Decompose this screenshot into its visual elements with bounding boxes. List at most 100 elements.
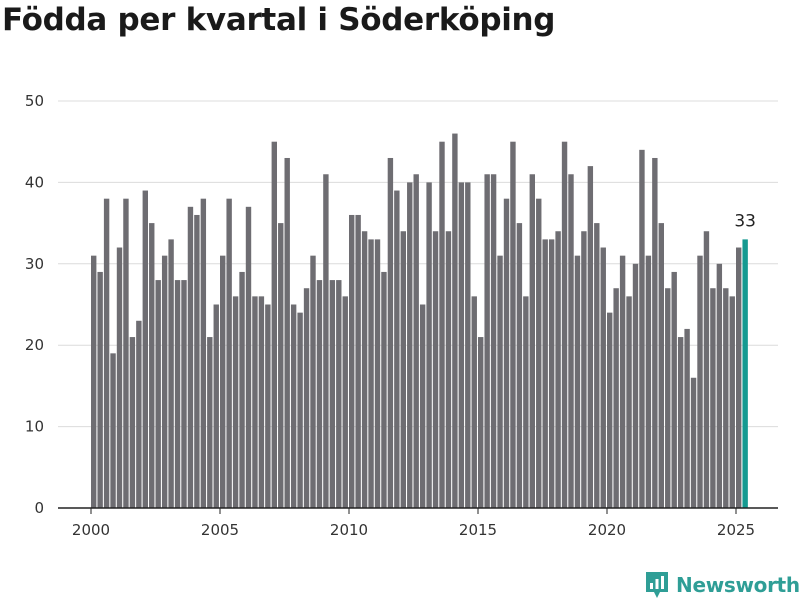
y-tick-label: 40	[25, 173, 44, 191]
bar	[568, 174, 574, 508]
bar	[200, 198, 207, 508]
bar	[626, 296, 632, 508]
bar	[697, 255, 703, 508]
bars	[91, 133, 748, 509]
y-tick-label: 0	[34, 499, 44, 517]
bar	[310, 255, 316, 508]
bar	[136, 320, 142, 508]
y-tick-label: 50	[25, 92, 44, 110]
bar	[607, 312, 613, 508]
bar	[181, 280, 187, 508]
bar	[239, 271, 245, 508]
bar	[361, 231, 368, 509]
bar	[220, 255, 226, 508]
bar	[91, 255, 97, 508]
bar	[684, 328, 690, 508]
bar	[303, 288, 310, 508]
bar	[439, 141, 445, 508]
chart-title: Födda per kvartal i Söderköping	[2, 2, 556, 38]
x-tick-label: 2000	[72, 521, 110, 539]
bar	[278, 223, 284, 508]
bar	[258, 296, 265, 508]
bar	[445, 231, 452, 509]
bar	[349, 214, 355, 508]
bar	[97, 271, 103, 508]
bar	[245, 206, 252, 508]
newsworthy-brand[interactable]: Newsworthy	[644, 568, 800, 602]
bar	[587, 166, 594, 508]
bar	[265, 304, 271, 508]
bar	[103, 198, 110, 508]
x-tick-label: 2020	[588, 521, 626, 539]
bar	[161, 255, 168, 508]
bar	[271, 141, 277, 508]
y-tick-label: 10	[25, 418, 44, 436]
bar	[232, 296, 239, 508]
bar	[400, 231, 406, 509]
bar	[168, 239, 174, 508]
bar	[368, 239, 374, 508]
bar	[355, 214, 361, 508]
bar	[516, 223, 523, 508]
bar	[381, 271, 387, 508]
y-tick-label: 30	[25, 255, 44, 273]
bar	[645, 255, 652, 508]
bar	[116, 247, 123, 508]
bar	[529, 174, 535, 508]
bar	[297, 312, 303, 508]
bar	[561, 141, 568, 508]
newsworthy-logo-icon	[646, 572, 668, 598]
bar	[394, 190, 400, 509]
bar	[574, 255, 581, 508]
bar	[613, 288, 619, 508]
bar	[490, 174, 497, 508]
bar	[671, 271, 677, 508]
bar	[452, 133, 458, 508]
bar	[207, 337, 213, 508]
axes: 0 10 20 30 40 50 33 2000 2005 2010 2015 2020 2025	[25, 92, 778, 539]
bar	[723, 288, 729, 508]
bar	[503, 198, 510, 508]
bar	[665, 288, 671, 508]
bar-highlight	[742, 239, 748, 508]
bar	[716, 263, 723, 508]
bar	[523, 296, 529, 508]
bar	[536, 198, 542, 508]
y-tick-label: 20	[25, 336, 44, 354]
bar	[619, 255, 626, 508]
bar	[316, 280, 323, 508]
bar	[149, 223, 155, 508]
bar	[478, 337, 484, 508]
bar	[129, 337, 136, 508]
bar	[484, 174, 490, 508]
bar	[594, 223, 600, 508]
bar	[252, 296, 258, 508]
bar	[690, 377, 697, 508]
bar	[458, 182, 465, 508]
x-tick-label: 2010	[330, 521, 368, 539]
bar	[729, 296, 735, 508]
bar	[581, 231, 587, 509]
bar	[639, 149, 645, 508]
bar	[110, 353, 116, 508]
x-tick-label: 2015	[459, 521, 497, 539]
bar	[213, 304, 219, 508]
bar	[174, 280, 181, 508]
bar	[432, 231, 439, 509]
bar	[510, 141, 516, 508]
bar	[187, 206, 194, 508]
bar	[542, 239, 548, 508]
bar	[155, 280, 161, 508]
x-tick-label: 2005	[201, 521, 239, 539]
bar	[413, 174, 419, 508]
bar	[497, 255, 503, 508]
bar	[407, 182, 413, 508]
bar	[323, 174, 329, 508]
bar	[329, 280, 336, 508]
bar-value-label: 33	[734, 211, 756, 231]
bar	[632, 263, 639, 508]
bar	[703, 231, 710, 509]
bar	[419, 304, 426, 508]
bar	[600, 247, 606, 508]
bar	[342, 296, 348, 508]
